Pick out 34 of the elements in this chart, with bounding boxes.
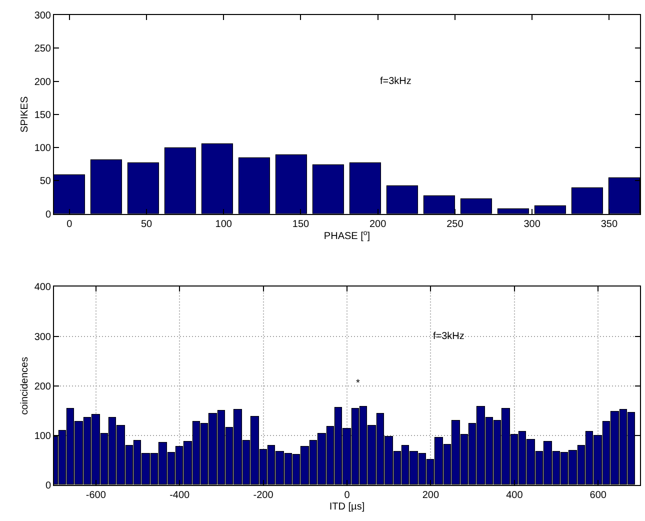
x-tick-label: 250 [446,218,464,230]
x-axis-title: ITD [µs] [329,502,365,512]
x-tick-label: 200 [369,218,387,230]
x-tick-label: -400 [170,490,190,501]
y-axis-title: SPIKES [19,96,30,132]
y-tick-label: 200 [34,381,52,392]
x-tick-label: 0 [344,490,350,501]
x-tick-label: 100 [215,218,232,230]
x-tick-label: 0 [66,218,73,230]
x-tick-label: 350 [600,218,618,230]
y-tick-label: 250 [34,44,52,55]
annotation: f=3kHz [433,331,464,342]
y-tick-label: 100 [34,430,52,442]
x-tick-label: 300 [524,218,541,230]
x-axis-title: PHASE [$^{o}$] [324,230,370,242]
x-tick-label: -200 [253,490,274,501]
x-tick-label: 50 [140,218,153,230]
x-tick-label: 600 [590,490,607,501]
x-tick-label: 150 [292,218,310,230]
y-axis-title: coincidences [19,356,30,415]
y-tick-label: 0 [45,209,52,220]
y-tick-label: 150 [34,110,52,121]
y-tick-label: 300 [34,10,52,22]
y-tick-label: 300 [34,332,52,343]
y-tick-label: 400 [34,282,52,294]
annotation: * [356,378,360,389]
y-tick-label: 0 [45,480,52,492]
y-tick-label: 100 [34,143,52,154]
y-tick-label: 50 [40,176,52,188]
x-tick-label: 200 [422,490,440,501]
annotation: f=3kHz [380,76,412,87]
x-tick-label: -600 [86,490,106,501]
x-tick-label: 400 [506,490,524,501]
y-tick-label: 200 [34,76,52,88]
